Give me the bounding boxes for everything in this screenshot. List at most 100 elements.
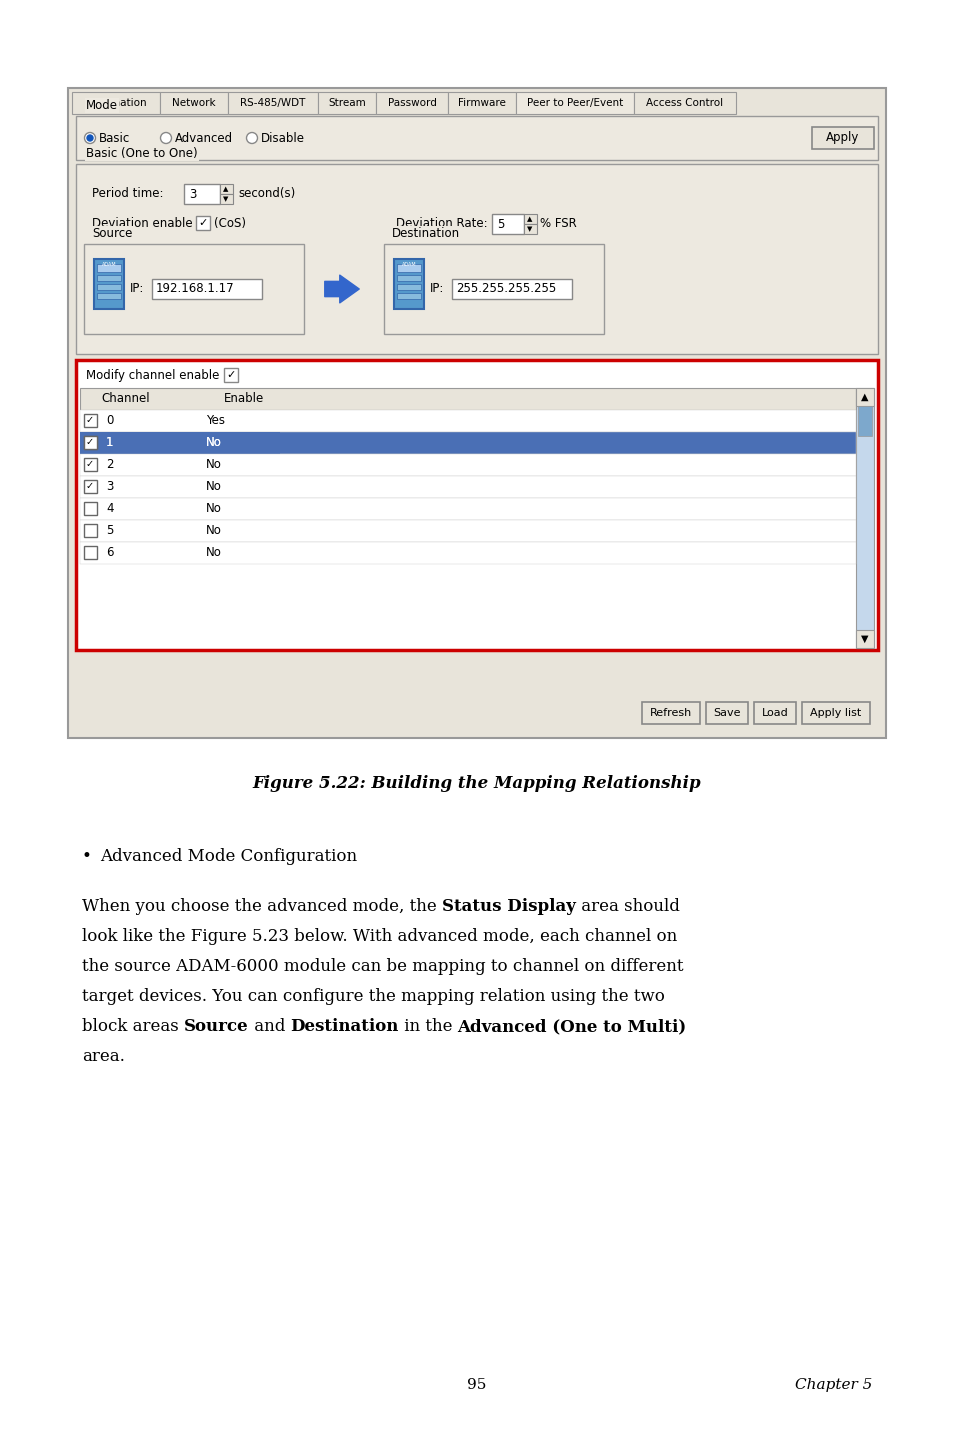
Text: Apply: Apply <box>825 132 859 144</box>
Bar <box>394 259 423 309</box>
Bar <box>384 245 603 335</box>
Bar <box>84 415 97 428</box>
Text: ▼: ▼ <box>223 196 229 202</box>
Text: 3: 3 <box>189 187 196 200</box>
Circle shape <box>246 133 257 143</box>
Text: area.: area. <box>82 1048 125 1065</box>
Text: ▼: ▼ <box>861 633 868 644</box>
Text: Source: Source <box>184 1018 249 1035</box>
FancyArrowPatch shape <box>324 275 359 303</box>
Text: Refresh: Refresh <box>649 708 691 718</box>
Bar <box>76 116 877 160</box>
Bar <box>224 368 237 382</box>
Bar <box>753 702 795 724</box>
Bar <box>634 92 735 114</box>
Text: No: No <box>206 436 222 449</box>
Text: No: No <box>206 459 222 472</box>
Text: 6: 6 <box>106 546 113 559</box>
Text: Basic (One to One): Basic (One to One) <box>86 147 197 160</box>
Text: IP:: IP: <box>430 283 444 296</box>
Text: Peer to Peer/Event: Peer to Peer/Event <box>526 99 622 109</box>
Bar <box>84 480 97 493</box>
Text: ✓: ✓ <box>86 480 94 490</box>
Text: Disable: Disable <box>261 132 305 144</box>
Bar <box>97 275 121 282</box>
Bar <box>801 702 869 724</box>
Text: Apply list: Apply list <box>809 708 861 718</box>
Text: Destination: Destination <box>290 1018 398 1035</box>
Bar <box>84 436 97 449</box>
Bar <box>641 702 700 724</box>
Text: Deviation enable: Deviation enable <box>91 217 193 230</box>
Text: 255.255.255.255: 255.255.255.255 <box>456 283 556 296</box>
Bar <box>516 92 634 114</box>
Bar <box>160 92 228 114</box>
Bar <box>80 410 855 432</box>
Text: 4: 4 <box>106 502 113 515</box>
Text: ADAM: ADAM <box>102 262 116 267</box>
Text: IP:: IP: <box>130 283 144 296</box>
Text: Advanced (One to Multi): Advanced (One to Multi) <box>456 1018 686 1035</box>
Bar <box>855 388 873 406</box>
Text: ✓: ✓ <box>226 370 235 380</box>
Text: 0: 0 <box>106 415 113 428</box>
Bar <box>705 702 747 724</box>
Bar <box>396 265 420 272</box>
Bar <box>80 542 855 563</box>
Text: look like the Figure 5.23 below. With advanced mode, each channel on: look like the Figure 5.23 below. With ad… <box>82 928 677 945</box>
Text: area should: area should <box>576 898 679 915</box>
Text: Channel: Channel <box>102 392 151 406</box>
Text: % FSR: % FSR <box>539 217 577 230</box>
Text: Yes: Yes <box>206 415 225 428</box>
Text: Modify channel enable: Modify channel enable <box>86 369 219 382</box>
Bar <box>396 275 420 282</box>
Text: Network: Network <box>172 99 215 109</box>
Bar <box>80 498 855 521</box>
Bar <box>76 360 877 651</box>
Circle shape <box>87 134 92 142</box>
Bar <box>492 214 523 235</box>
Text: Source: Source <box>91 227 132 240</box>
Text: No: No <box>206 480 222 493</box>
Text: second(s): second(s) <box>237 187 294 200</box>
Circle shape <box>160 133 172 143</box>
Text: Destination: Destination <box>392 227 459 240</box>
Bar <box>811 127 873 149</box>
Text: (CoS): (CoS) <box>213 217 246 230</box>
Text: Deviation Rate:: Deviation Rate: <box>395 217 487 230</box>
Bar <box>84 546 97 559</box>
Text: 192.168.1.17: 192.168.1.17 <box>156 283 234 296</box>
Bar <box>68 89 885 738</box>
Text: ✓: ✓ <box>86 438 94 448</box>
Text: RS-485/WDT: RS-485/WDT <box>240 99 305 109</box>
Bar <box>80 388 855 410</box>
Bar <box>452 279 572 299</box>
Text: Load: Load <box>760 708 787 718</box>
Text: 1: 1 <box>106 436 113 449</box>
Text: target devices. You can configure the mapping relation using the two: target devices. You can configure the ma… <box>82 988 664 1005</box>
Text: Basic: Basic <box>99 132 131 144</box>
Text: 5: 5 <box>106 525 113 538</box>
Bar <box>184 184 220 204</box>
Bar <box>80 432 855 453</box>
Circle shape <box>85 133 95 143</box>
Text: ▼: ▼ <box>527 226 532 232</box>
Bar <box>84 245 304 335</box>
Text: ▲: ▲ <box>223 186 229 192</box>
Text: ✓: ✓ <box>86 438 94 448</box>
Text: When you choose the advanced mode, the: When you choose the advanced mode, the <box>82 898 441 915</box>
Text: Mode: Mode <box>86 99 118 112</box>
Text: Access Control: Access Control <box>646 99 722 109</box>
Bar <box>220 184 233 194</box>
Bar <box>195 216 210 230</box>
Text: ▲: ▲ <box>861 392 868 402</box>
Text: ✓: ✓ <box>198 217 208 227</box>
Bar <box>228 92 317 114</box>
Text: Advanced Mode Configuration: Advanced Mode Configuration <box>100 848 356 865</box>
Text: ADAM: ADAM <box>401 262 416 267</box>
Text: the source ADAM-6000 module can be mapping to channel on different: the source ADAM-6000 module can be mappi… <box>82 958 682 975</box>
Bar <box>97 285 121 290</box>
Text: Enable: Enable <box>224 392 264 406</box>
Bar <box>855 631 873 648</box>
Bar <box>523 214 537 225</box>
